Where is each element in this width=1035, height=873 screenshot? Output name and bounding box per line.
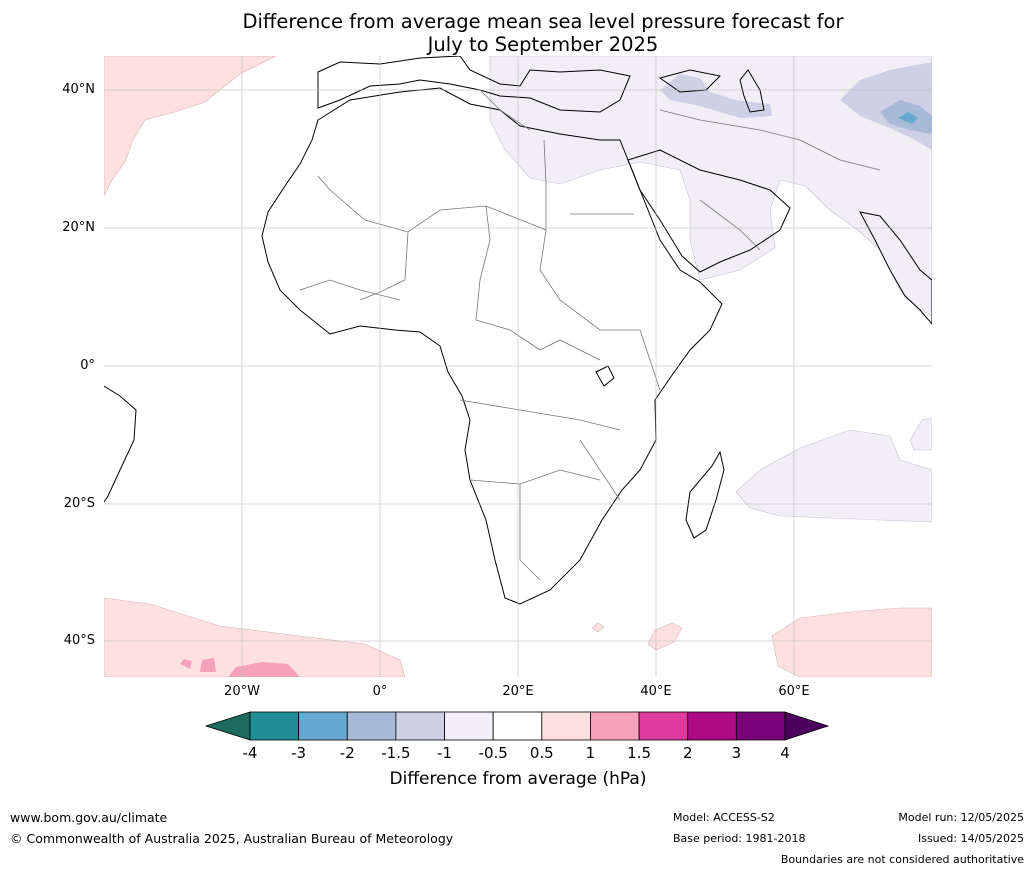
colorbar-tick-label: 3 xyxy=(731,744,742,762)
footer-model: Model: ACCESS-S2 xyxy=(673,811,775,824)
lon-tick-60e: 60°E xyxy=(778,684,810,699)
colorbar-tick-label: -4 xyxy=(242,744,258,762)
colorbar-bin xyxy=(249,711,300,741)
anomaly-south-indian-positive xyxy=(771,607,932,677)
colorbar-bin xyxy=(492,711,543,741)
colorbar-tick-label: -3 xyxy=(291,744,307,762)
colorbar-extend-low xyxy=(204,711,251,741)
africa-coastline xyxy=(261,87,723,605)
gridlines xyxy=(104,56,932,677)
colorbar-tick-label: 0.5 xyxy=(529,744,554,762)
country-borders xyxy=(299,89,881,581)
lat-tick-40n: 40°N xyxy=(62,82,95,97)
lon-tick-40e: 40°E xyxy=(640,684,672,699)
map-title-line2: July to September 2025 xyxy=(427,33,659,56)
lon-tick-20e: 20°E xyxy=(502,684,534,699)
anomaly-central-asia-strongest xyxy=(898,112,918,124)
india-coastline xyxy=(859,211,932,325)
footer-issued: Issued: 14/05/2025 xyxy=(917,832,1024,845)
colorbar-tick-label: -2 xyxy=(339,744,355,762)
colorbar-extend-high xyxy=(784,711,830,741)
lat-tick-20s: 20°S xyxy=(63,496,95,511)
colorbar-tick-label: 4 xyxy=(780,744,790,762)
lake-victoria-coastline xyxy=(595,365,615,387)
lon-tick-20w: 20°W xyxy=(224,684,260,699)
colorbar-bin xyxy=(346,711,397,741)
colorbar-tick-label: -1 xyxy=(437,744,453,762)
arabia-coastline xyxy=(627,149,791,273)
lat-tick-40s: 40°S xyxy=(63,633,95,648)
anomaly-north-atlantic-positive xyxy=(104,56,277,197)
colorbar-bin xyxy=(444,711,494,741)
anomaly-indian-ocean-negative xyxy=(735,429,932,523)
footer-base-period: Base period: 1981-2018 xyxy=(673,832,806,845)
footer-disclaimer: Boundaries are not considered authoritat… xyxy=(780,853,1024,866)
colorbar-bin xyxy=(590,711,640,741)
footer-copyright: © Commonwealth of Australia 2025, Austra… xyxy=(10,831,454,846)
coastlines xyxy=(104,56,932,605)
anomaly-south-atlantic-strong-2 xyxy=(180,658,216,672)
south-america-coastline xyxy=(104,385,137,503)
colorbar-bin xyxy=(298,711,348,741)
colorbar-bin xyxy=(541,711,591,741)
madagascar-coastline xyxy=(685,450,725,539)
colorbar xyxy=(204,711,830,741)
colorbar-bin xyxy=(687,711,737,741)
colorbar-bin xyxy=(638,711,689,741)
europe-coastline xyxy=(317,56,631,113)
anomaly-indian-ocean-negative-2 xyxy=(909,417,932,451)
colorbar-tick-label: 1.5 xyxy=(627,744,651,762)
anomaly-south-atlantic-positive xyxy=(104,597,406,677)
anomaly-south-atlantic-strong xyxy=(228,662,300,677)
colorbar-tick-label: -1.5 xyxy=(381,744,411,762)
lon-tick-0: 0° xyxy=(372,684,388,699)
anomaly-middle-east-moderate xyxy=(660,74,772,118)
colorbar-bin xyxy=(735,711,786,741)
colorbar-tick-label: -0.5 xyxy=(478,744,508,762)
map-title: Difference from average mean sea level p… xyxy=(0,10,1035,56)
colorbar-tick-label: 1 xyxy=(585,744,596,762)
footer-model-run: Model run: 12/05/2025 xyxy=(898,811,1024,824)
colorbar-bin xyxy=(395,711,445,741)
map-plot-area xyxy=(104,56,932,677)
anomaly-shading xyxy=(104,56,932,677)
anomaly-small-positive-2 xyxy=(591,622,605,633)
caspian-coastline xyxy=(739,69,765,113)
colorbar-tick-label: 2 xyxy=(682,744,693,762)
footer-website: www.bom.gov.au/climate xyxy=(10,810,168,825)
lat-tick-equator: 0° xyxy=(80,358,95,373)
lat-tick-20n: 20°N xyxy=(62,220,95,235)
colorbar-title: Difference from average (hPa) xyxy=(389,769,647,789)
map-title-line1: Difference from average mean sea level p… xyxy=(242,10,844,33)
